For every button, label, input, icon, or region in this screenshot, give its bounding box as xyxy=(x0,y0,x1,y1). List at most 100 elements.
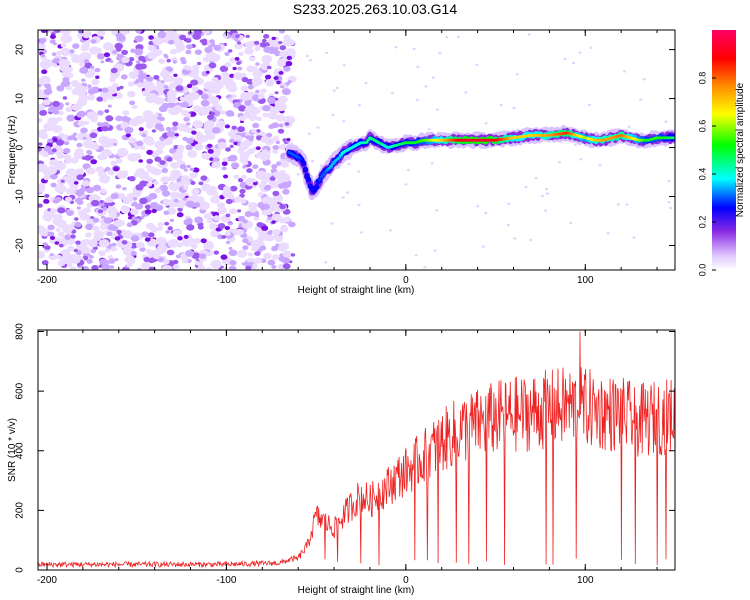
noise-blob xyxy=(247,148,255,155)
noise-blob xyxy=(176,178,182,183)
noise-blob xyxy=(61,79,71,87)
noise-blob xyxy=(39,109,48,116)
speck xyxy=(332,89,336,92)
ridge-core xyxy=(330,162,335,166)
noise-blob xyxy=(155,148,164,155)
noise-blob xyxy=(237,178,244,183)
noise-blob xyxy=(160,80,165,84)
noise-blob xyxy=(106,231,113,236)
noise-blob xyxy=(147,44,156,52)
noise-blob xyxy=(102,178,109,184)
speck xyxy=(527,33,531,36)
noise-blob xyxy=(161,167,169,174)
noise-blob xyxy=(210,111,216,116)
noise-blob xyxy=(75,251,82,256)
noise-blob xyxy=(74,221,82,228)
noise-blob xyxy=(231,162,240,169)
noise-blob xyxy=(125,117,131,122)
speck xyxy=(414,254,418,257)
noise-blob xyxy=(157,244,168,253)
speck xyxy=(357,203,361,207)
noise-blob xyxy=(85,186,95,194)
noise-blob xyxy=(131,202,136,207)
noise-blob xyxy=(211,161,221,169)
noise-blob xyxy=(155,142,165,150)
speck xyxy=(506,223,510,227)
noise-blob xyxy=(166,130,176,138)
speck xyxy=(616,203,621,206)
noise-blob xyxy=(255,146,261,151)
noise-blob xyxy=(182,197,187,201)
ridge-core xyxy=(303,168,308,172)
noise-blob xyxy=(280,85,284,89)
snr-series xyxy=(38,331,675,569)
noise-blob xyxy=(164,55,169,59)
noise-blob xyxy=(267,111,278,120)
speck xyxy=(438,51,442,55)
speck xyxy=(627,125,631,128)
noise-blob xyxy=(227,193,235,199)
noise-blob xyxy=(46,217,52,222)
noise-blob xyxy=(223,185,231,192)
noise-blob xyxy=(116,229,122,234)
noise-blob xyxy=(145,138,155,146)
noise-blob xyxy=(38,163,48,173)
noise-blob xyxy=(136,267,142,270)
noise-blob xyxy=(128,57,135,62)
noise-blob xyxy=(244,211,253,218)
noise-blob xyxy=(261,203,270,210)
spectrogram-frame xyxy=(37,29,676,271)
noise-blob xyxy=(179,57,186,62)
noise-blob xyxy=(267,230,273,236)
noise-blob xyxy=(51,148,57,153)
noise-blob xyxy=(226,240,230,245)
ridge-core xyxy=(671,136,675,140)
noise-blob xyxy=(70,234,76,239)
noise-blob xyxy=(229,73,235,78)
noise-blob xyxy=(186,83,193,89)
noise-blob xyxy=(128,176,136,182)
noise-blob xyxy=(55,227,61,232)
noise-blob xyxy=(115,32,123,39)
speck xyxy=(475,63,479,66)
noise-blob xyxy=(124,255,135,264)
noise-blob xyxy=(99,200,104,204)
noise-blob xyxy=(104,248,111,253)
noise-blob xyxy=(112,50,117,54)
ridge-core xyxy=(300,159,305,163)
noise-blob xyxy=(216,120,226,128)
noise-blob xyxy=(231,94,237,99)
speck xyxy=(579,158,583,161)
noise-blob xyxy=(278,30,285,34)
noise-blob xyxy=(41,260,49,266)
noise-blob xyxy=(169,162,177,168)
noise-blob xyxy=(133,115,145,125)
noise-blob xyxy=(254,251,261,256)
noise-blob xyxy=(124,126,134,134)
noise-blob xyxy=(137,72,147,80)
noise-blob xyxy=(259,245,267,251)
noise-blob xyxy=(160,176,170,184)
ridge-core xyxy=(337,156,342,159)
noise-blob xyxy=(172,229,182,238)
noise-blob xyxy=(40,30,47,33)
noise-blob xyxy=(174,133,179,137)
noise-blob xyxy=(233,72,244,80)
speck xyxy=(394,46,398,49)
noise-blob xyxy=(83,59,90,64)
speck xyxy=(524,185,528,189)
noise-blob xyxy=(277,145,283,150)
noise-blob xyxy=(209,39,215,44)
noise-blob xyxy=(138,70,144,74)
noise-blob xyxy=(190,180,196,185)
noise-blob xyxy=(222,34,229,39)
noise-blob xyxy=(272,213,282,222)
noise-blob xyxy=(145,76,154,82)
noise-blob xyxy=(74,168,85,176)
noise-blob xyxy=(224,124,230,129)
noise-blob xyxy=(242,160,249,166)
noise-blob xyxy=(267,259,276,266)
noise-blob xyxy=(255,214,260,218)
noise-blob xyxy=(181,60,187,65)
noise-blob xyxy=(276,80,281,85)
